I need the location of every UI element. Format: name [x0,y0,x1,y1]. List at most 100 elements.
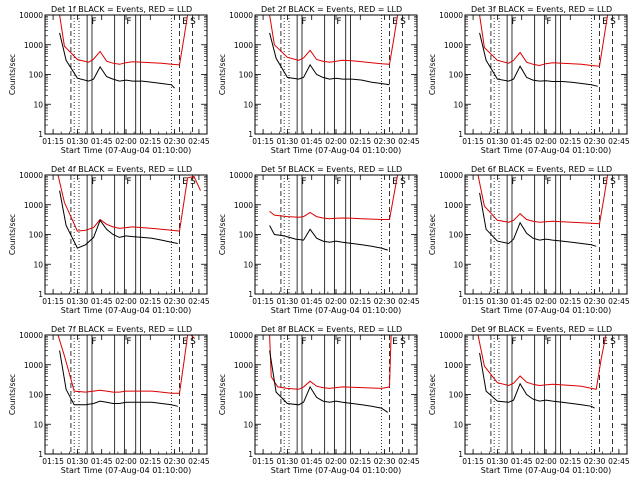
y-tick-label: 10 [453,100,463,109]
x-tick-label: 01:15 [462,297,484,306]
x-tick-label: 02:15 [559,137,581,146]
y-tick-label: 1 [248,130,253,139]
marker-letter: F [336,337,341,347]
marker-letter: F [91,177,96,187]
y-axis-label: Counts/sec [8,374,17,415]
panel-title: Det 9f BLACK = Events, RED = LLD [471,325,612,334]
marker-letter: S [610,177,616,187]
marker-letter: E [392,337,398,347]
y-tick-label: 10 [33,420,43,429]
y-tick-label: 10000 [439,11,463,20]
x-tick-label: 02:30 [164,457,186,466]
y-tick-label: 1 [248,450,253,459]
panel-frame [44,174,208,295]
series-line-lld [57,335,195,394]
panel-det-4: Det 4f BLACK = Events, RED = LLD E F S F 1 10 1… [8,165,210,315]
x-tick-label: 01:30 [67,137,89,146]
x-tick-label: 02:45 [608,457,630,466]
x-tick-label: 02:30 [584,137,606,146]
x-axis-label: Start Time (07-Aug-04 01:10:00) [481,466,612,475]
x-tick-label: 01:45 [511,457,533,466]
x-tick-label: 02:00 [325,297,347,306]
x-tick-label: 02:30 [374,457,396,466]
panel-det-2: Det 2f BLACK = Events, RED = LLD E F S F 1 10 1… [218,5,420,155]
x-axis-label: Start Time (07-Aug-04 01:10:00) [61,306,192,315]
y-tick-label: 1 [458,290,463,299]
x-tick-label: 01:15 [462,137,484,146]
x-tick-label: 01:45 [511,297,533,306]
y-tick-label: 10000 [229,11,253,20]
panel-title: Det 5f BLACK = Events, RED = LLD [261,165,402,174]
x-tick-label: 01:45 [91,297,113,306]
panel-title: Det 3f BLACK = Events, RED = LLD [471,5,612,14]
marker-letter: S [610,337,616,347]
x-tick-label: 02:00 [115,137,137,146]
series-line-events [59,350,178,407]
x-tick-label: 02:00 [325,137,347,146]
panel-data [477,335,611,409]
series-line-lld [57,175,201,232]
marker-letter: F [301,17,306,27]
y-tick-label: 1 [458,450,463,459]
x-axis-label: Start Time (07-Aug-04 01:10:00) [271,466,402,475]
series-line-events [269,350,389,413]
x-tick-label: 01:30 [487,297,509,306]
y-tick-label: 100 [449,71,464,80]
x-tick-label: 01:30 [487,457,509,466]
x-axis-label: Start Time (07-Aug-04 01:10:00) [481,146,612,155]
y-tick-label: 1 [38,450,43,459]
y-tick-label: 1000 [24,201,43,210]
x-tick-label: 02:45 [398,457,420,466]
x-tick-label: 02:45 [398,137,420,146]
y-axis-label: Counts/sec [218,54,227,95]
series-line-events [479,352,595,409]
x-tick-label: 02:00 [535,457,557,466]
panel-data [477,175,611,247]
x-tick-label: 01:30 [277,297,299,306]
y-tick-label: 100 [239,71,254,80]
x-tick-label: 02:15 [559,297,581,306]
marker-letter: F [126,177,131,187]
panel-det-1: Det 1f BLACK = Events, RED = LLD E F S F 1 10 1… [8,5,210,155]
series-line-lld [477,175,611,225]
series-line-lld [59,15,191,66]
panel-title: Det 6f BLACK = Events, RED = LLD [471,165,612,174]
y-axis-label: Counts/sec [428,214,437,255]
x-axis-label: Start Time (07-Aug-04 01:10:00) [61,146,192,155]
marker-letter: S [610,17,616,27]
x-tick-label: 01:30 [277,137,299,146]
y-tick-label: 100 [239,231,254,240]
x-tick-label: 02:30 [164,137,186,146]
y-tick-label: 10000 [19,331,43,340]
marker-letter: F [126,337,131,347]
y-tick-label: 1000 [234,201,253,210]
series-line-events [479,32,598,87]
x-tick-label: 01:30 [487,137,509,146]
panel-det-3: Det 3f BLACK = Events, RED = LLD E F S F 1 10 1… [428,5,630,155]
panel-det-5: Det 5f BLACK = Events, RED = LLD E F S F 1 10 1… [218,165,420,315]
panel-frame [44,14,208,135]
y-tick-label: 1 [38,290,43,299]
marker-letter: E [602,177,608,187]
x-tick-label: 02:15 [559,457,581,466]
marker-letter: E [182,337,188,347]
y-tick-label: 10000 [19,11,43,20]
x-tick-label: 01:45 [511,137,533,146]
x-tick-label: 01:30 [67,457,89,466]
y-tick-label: 10000 [439,171,463,180]
marker-letter: E [602,17,608,27]
panel-title: Det 7f BLACK = Events, RED = LLD [51,325,192,334]
series-line-lld [477,335,611,390]
series-line-events [59,32,175,89]
marker-letter: F [511,17,516,27]
y-tick-label: 10000 [19,171,43,180]
panel-data [269,175,401,251]
x-tick-label: 01:15 [252,297,274,306]
y-tick-label: 10 [243,420,253,429]
panel-det-7: Det 7f BLACK = Events, RED = LLD E F S F 1 10 1… [8,325,210,475]
y-tick-label: 1000 [24,361,43,370]
y-tick-label: 1000 [24,41,43,50]
y-axis-label: Counts/sec [218,214,227,255]
y-axis-label: Counts/sec [8,214,17,255]
